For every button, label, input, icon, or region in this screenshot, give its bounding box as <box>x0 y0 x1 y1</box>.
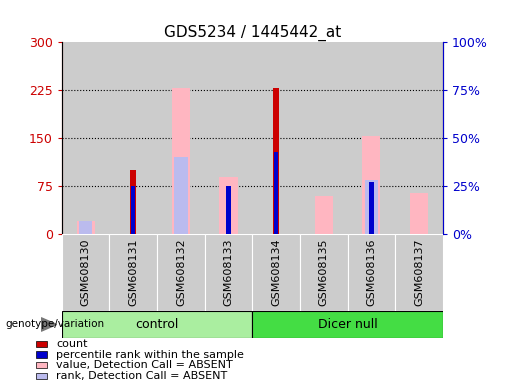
Bar <box>62 42 109 234</box>
Text: GSM608135: GSM608135 <box>319 238 329 306</box>
Bar <box>62 234 109 311</box>
Bar <box>36 362 47 368</box>
Bar <box>252 311 443 338</box>
Bar <box>252 234 300 311</box>
Bar <box>157 234 204 311</box>
Bar <box>62 311 252 338</box>
Text: GSM608131: GSM608131 <box>128 238 138 306</box>
Bar <box>131 186 135 234</box>
Bar <box>130 170 136 234</box>
Bar <box>36 341 47 347</box>
Text: GSM608133: GSM608133 <box>224 238 233 306</box>
Bar <box>315 196 333 234</box>
Bar <box>174 157 187 234</box>
Bar <box>300 234 348 311</box>
Bar <box>395 234 443 311</box>
Bar <box>157 42 204 234</box>
Text: GSM608137: GSM608137 <box>414 238 424 306</box>
Text: value, Detection Call = ABSENT: value, Detection Call = ABSENT <box>57 360 233 370</box>
Text: percentile rank within the sample: percentile rank within the sample <box>57 349 244 360</box>
Bar <box>109 42 157 234</box>
Text: genotype/variation: genotype/variation <box>5 319 104 329</box>
Bar <box>252 42 300 234</box>
Text: rank, Detection Call = ABSENT: rank, Detection Call = ABSENT <box>57 371 228 381</box>
Bar <box>348 234 395 311</box>
Bar <box>410 193 428 234</box>
Bar <box>300 42 348 234</box>
Text: GSM608136: GSM608136 <box>367 238 376 306</box>
Bar <box>219 177 237 234</box>
Bar <box>395 42 443 234</box>
Bar <box>77 222 95 234</box>
Bar <box>363 136 381 234</box>
Bar <box>348 42 395 234</box>
Text: GSM608132: GSM608132 <box>176 238 186 306</box>
Text: Dicer null: Dicer null <box>318 318 377 331</box>
Bar <box>204 42 252 234</box>
Text: GSM608130: GSM608130 <box>81 238 91 306</box>
Bar <box>109 234 157 311</box>
Bar <box>273 88 279 234</box>
Bar <box>204 234 252 311</box>
Bar <box>36 351 47 358</box>
Bar <box>172 88 190 234</box>
Bar <box>79 221 92 234</box>
Text: count: count <box>57 339 88 349</box>
Bar <box>36 372 47 379</box>
Text: GSM608134: GSM608134 <box>271 238 281 306</box>
Bar <box>274 152 278 234</box>
Bar <box>369 182 373 234</box>
Bar <box>227 186 231 234</box>
Title: GDS5234 / 1445442_at: GDS5234 / 1445442_at <box>164 25 341 41</box>
Text: control: control <box>135 318 179 331</box>
Polygon shape <box>41 318 57 331</box>
Bar <box>365 180 378 234</box>
